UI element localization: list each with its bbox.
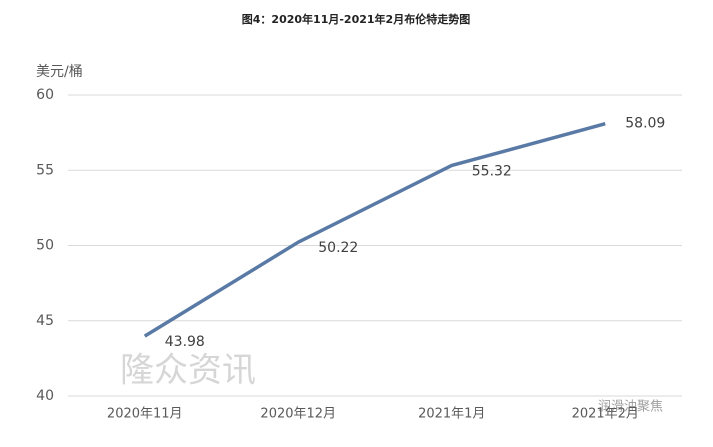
x-tick-label: 2021年1月: [418, 407, 485, 422]
data-label: 58.09: [625, 116, 665, 132]
y-tick-label: 55: [36, 162, 54, 178]
x-tick-label: 2020年11月: [107, 407, 183, 422]
data-label: 43.98: [165, 334, 205, 350]
y-tick-label: 45: [36, 313, 54, 329]
watermark: 润滑油聚焦: [598, 400, 663, 415]
data-label: 50.22: [318, 240, 358, 256]
chart-title: 图4：2020年11月-2021年2月布伦特走势图: [242, 12, 470, 26]
y-tick-label: 60: [36, 87, 54, 103]
watermark: 隆众资讯: [120, 351, 256, 391]
x-tick-label: 2020年12月: [260, 407, 336, 422]
y-tick-label: 40: [36, 388, 54, 404]
y-tick-label: 50: [36, 238, 54, 254]
y-axis-label: 美元/桶: [36, 64, 83, 80]
x-tick-label: 2021年2月: [572, 407, 639, 422]
data-label: 55.32: [472, 163, 512, 179]
data-line: [143, 122, 606, 338]
